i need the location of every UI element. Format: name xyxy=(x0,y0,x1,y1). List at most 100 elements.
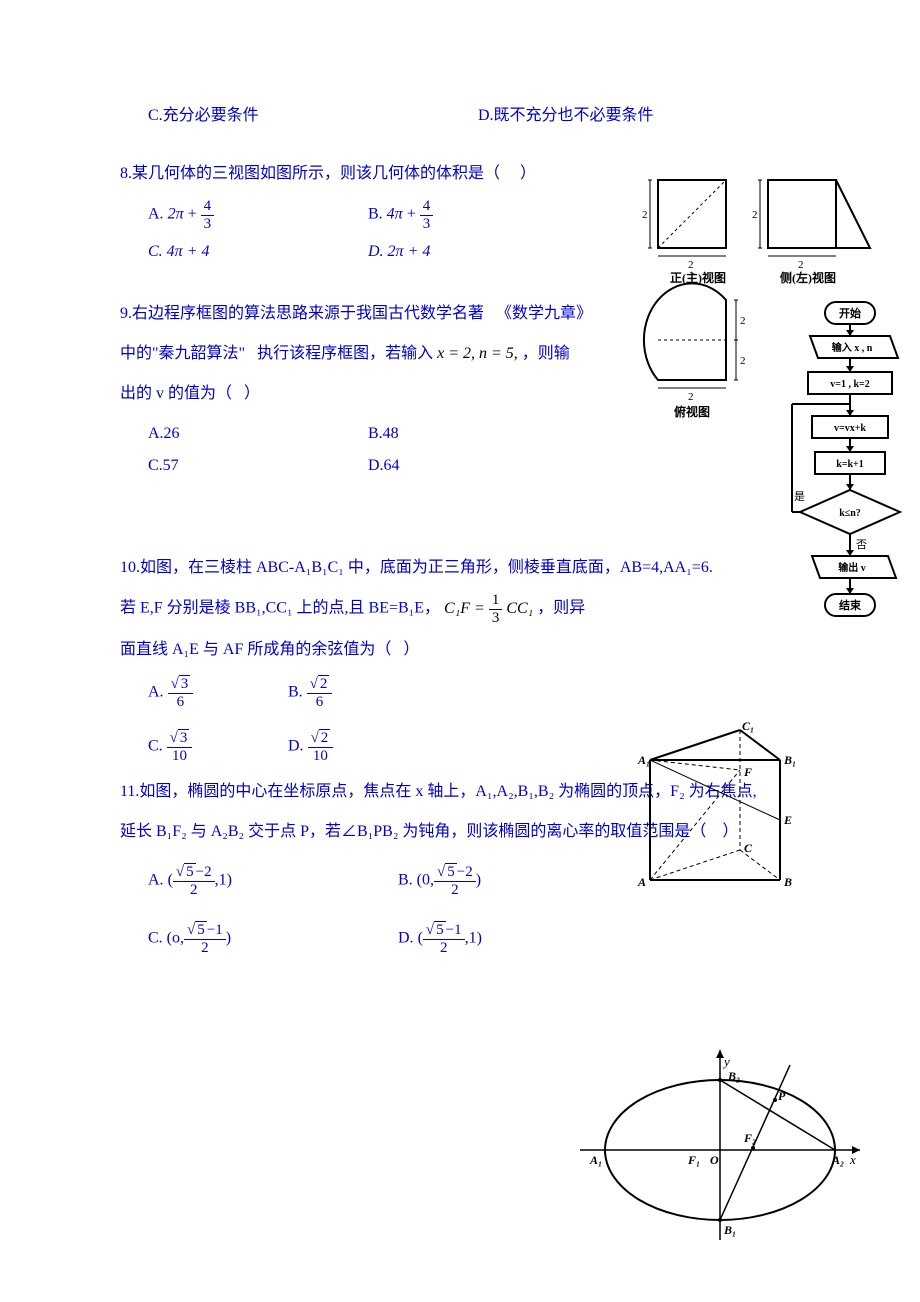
q10-a-frac: √3 6 xyxy=(168,676,194,710)
q11-opt-c: C. (o, √5−1 2 ) xyxy=(148,922,398,956)
q9-s3b: ） xyxy=(244,385,260,402)
q11-c-frac: √5−1 2 xyxy=(184,922,226,956)
q9-s2a: 中的"秦九韶算法" xyxy=(120,345,245,362)
q10-a-label: A. xyxy=(148,684,164,701)
q10-d-frac: √2 10 xyxy=(308,730,334,764)
q9-s2c: x = 2, n = 5, xyxy=(437,345,518,362)
q8-a-num: 4 xyxy=(201,198,215,216)
svg-text:B₁: B₁ xyxy=(723,1223,736,1237)
q10-d-den: 10 xyxy=(308,748,334,765)
q8-a-2pi: 2π xyxy=(168,206,184,223)
q11-b-open: (0, xyxy=(417,872,434,889)
q11-a-close: ,1) xyxy=(215,872,232,889)
svg-text:2: 2 xyxy=(642,209,648,221)
q11-c-close: ) xyxy=(226,930,231,947)
svg-text:俯视图: 俯视图 xyxy=(674,404,710,419)
q7-options-cd: C.充分必要条件 D.既不充分也不必要条件 xyxy=(120,100,860,132)
svg-text:B₂: B₂ xyxy=(727,1069,740,1083)
q10-a-rad: 3 xyxy=(179,675,191,692)
q9-row-ab: A.26 B.48 xyxy=(120,418,860,450)
q11-b-rad: 5 xyxy=(445,863,457,880)
q11-d-den: 2 xyxy=(423,940,465,957)
q11-a-minus: −2 xyxy=(196,864,212,880)
q11-c-num: √5−1 xyxy=(184,922,226,940)
svg-text:2: 2 xyxy=(688,391,694,403)
svg-text:是: 是 xyxy=(794,490,805,503)
q11-c-open: (o, xyxy=(167,930,184,947)
q10-s2b-n: 1 xyxy=(489,592,503,610)
q10-row-ab: A. √3 6 B. √2 6 xyxy=(120,676,860,710)
q10-s2b-post: CC₁ xyxy=(506,600,533,617)
q11-b-close: ) xyxy=(476,872,481,889)
svg-text:C₁: C₁ xyxy=(742,720,754,733)
svg-text:A₁: A₁ xyxy=(637,753,650,767)
svg-text:y: y xyxy=(722,1054,730,1069)
svg-text:开始: 开始 xyxy=(839,306,861,320)
q10-s2a: 若 E,F 分别是棱 BB₁,CC₁ 上的点,且 BE=B₁E， xyxy=(120,600,440,617)
q10-b-den: 6 xyxy=(307,694,333,711)
svg-text:k≤n?: k≤n? xyxy=(839,508,861,519)
q8-a-frac: 4 3 xyxy=(201,198,215,232)
q10-opt-d: D. √2 10 xyxy=(288,730,333,764)
q10-s3: 面直线 A₁E 与 AF 所成角的余弦值为（ xyxy=(120,641,391,658)
q11-a-rad: 5 xyxy=(184,863,196,880)
q11-figure: y x A₁ A₂ B₂ B₁ F₁ O F₂ P xyxy=(570,1040,870,1250)
q10-d-rad: 2 xyxy=(319,729,331,746)
q11-a-num: √5−2 xyxy=(173,864,215,882)
q8-d-text: D. 2π + 4 xyxy=(368,243,430,260)
svg-text:F: F xyxy=(743,765,752,779)
q8-a-den: 3 xyxy=(201,216,215,233)
q11-c-minus: −1 xyxy=(207,922,223,938)
svg-text:v=1 , k=2: v=1 , k=2 xyxy=(830,379,869,390)
q10-c-den: 10 xyxy=(167,748,193,765)
q10-c-frac: √3 10 xyxy=(167,730,193,764)
svg-text:k=k+1: k=k+1 xyxy=(836,459,864,470)
q9-opt-d: D.64 xyxy=(368,450,400,482)
q11-row-cd: C. (o, √5−1 2 ) D. ( √5−1 2 ,1) xyxy=(120,922,860,956)
q10-b-frac: √2 6 xyxy=(307,676,333,710)
q10-s2c: ，则异 xyxy=(537,600,585,617)
svg-text:x: x xyxy=(849,1152,856,1167)
svg-text:A: A xyxy=(637,875,646,889)
q10-stem-1: 10.如图，在三棱柱 ABC-A₁B₁C₁ 中，底面为正三角形，侧棱垂直底面，A… xyxy=(120,552,860,584)
q8-c-text: C. 4π + 4 xyxy=(148,243,209,260)
q10-a-num: √3 xyxy=(168,676,194,694)
q11-opt-a: A. ( √5−2 2 ,1) xyxy=(148,864,398,898)
q11-d-label: D. xyxy=(398,930,414,947)
svg-text:输入 x , n: 输入 x , n xyxy=(832,341,873,354)
q10-opt-a: A. √3 6 xyxy=(148,676,288,710)
q7-opt-d: D.既不充分也不必要条件 xyxy=(478,100,654,132)
q8-b-plus: + xyxy=(407,206,416,223)
svg-text:C: C xyxy=(744,841,753,855)
q8-b-frac: 4 3 xyxy=(420,198,434,232)
q9-s2b: 执行该程序框图，若输入 xyxy=(257,345,433,362)
q8-b-num: 4 xyxy=(420,198,434,216)
q11-d-minus: −1 xyxy=(446,922,462,938)
q11-opt-d: D. ( √5−1 2 ,1) xyxy=(398,922,482,956)
svg-text:2: 2 xyxy=(740,355,746,367)
q11-s2: 延长 B₁F₂ 与 A₂B₂ 交于点 P，若∠B₁PB₂ 为钝角，则该椭圆的离心… xyxy=(120,823,706,840)
q9-s3a: 出的 v 的值为（ xyxy=(120,385,232,402)
q11-c-rad: 5 xyxy=(195,921,207,938)
q10-b-label: B. xyxy=(288,684,303,701)
q10-opt-c: C. √3 10 xyxy=(148,730,288,764)
q10-c-num: √3 xyxy=(167,730,193,748)
q8-a-label: A. xyxy=(148,206,164,223)
q8-a-plus: + xyxy=(188,206,197,223)
q11-d-rad: 5 xyxy=(434,921,446,938)
q10-b-num: √2 xyxy=(307,676,333,694)
q8-opt-a: A. 2π + 4 3 xyxy=(148,198,368,232)
q9-s1b: 《数学九章》 xyxy=(496,305,592,322)
q8-opt-d: D. 2π + 4 xyxy=(368,236,430,268)
q10-s2b: C₁F = 1 3 CC₁ xyxy=(444,600,537,617)
svg-text:结束: 结束 xyxy=(838,598,862,612)
q11-c-den: 2 xyxy=(184,940,226,957)
q8-stem-paren: ） xyxy=(520,165,536,182)
svg-text:A₁: A₁ xyxy=(589,1153,602,1167)
svg-text:E: E xyxy=(783,813,792,827)
q9-flowchart: 开始 输入 x , n v=1 , k=2 v=vx+k k=k+1 k≤n? … xyxy=(790,300,910,660)
q8-stem-text: 8.某几何体的三视图如图所示，则该几何体的体积是（ xyxy=(120,165,500,182)
svg-text:A₂: A₂ xyxy=(831,1153,844,1167)
q10-s3b: ） xyxy=(403,641,419,658)
q8-opt-b: B. 4π + 4 3 xyxy=(368,198,433,232)
